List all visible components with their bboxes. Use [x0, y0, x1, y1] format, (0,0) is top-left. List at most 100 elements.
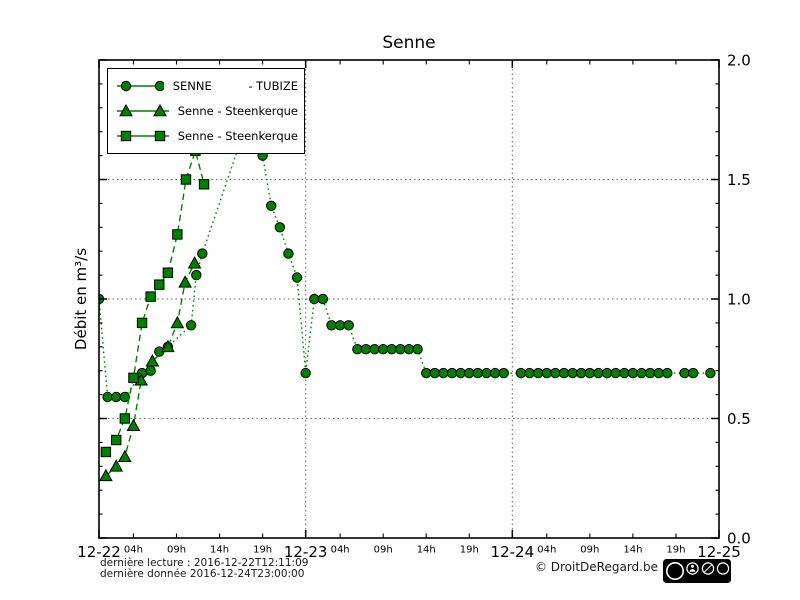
cc-license-badge: cc BY $ NC ↻ SA [663, 559, 731, 583]
svg-text:cc: cc [670, 567, 681, 577]
data-point-marker [403, 343, 415, 355]
x-hour-tick-label: 19h [666, 545, 685, 556]
data-point-marker [119, 391, 131, 403]
svg-text:BY: BY [689, 577, 696, 583]
footer-last-reading: dernière lecture : 2016-12-22T12:11:09 [100, 557, 309, 569]
data-point-marker [120, 131, 132, 142]
svg-text:NC: NC [704, 577, 712, 583]
y-tick-label: 2.0 [727, 52, 751, 70]
data-point-marker [191, 269, 202, 281]
x-day-tick-label: 12-24 [491, 543, 535, 561]
data-point-marker [627, 367, 639, 379]
data-point-marker [111, 434, 122, 446]
data-point-marker [117, 449, 132, 463]
data-point-marker [455, 367, 466, 379]
data-point-marker [145, 291, 156, 302]
data-point-marker [187, 256, 202, 269]
cc-sa-icon: ↻ SA [716, 562, 730, 583]
data-point-marker [145, 354, 160, 367]
data-point-marker [283, 248, 294, 259]
data-point-marker [197, 248, 208, 259]
cc-icon: cc [666, 562, 684, 580]
data-point-marker [120, 80, 132, 91]
data-point-marker [601, 367, 613, 379]
data-point-marker [309, 293, 320, 305]
svg-text:SA: SA [720, 577, 727, 583]
data-point-marker [161, 339, 175, 353]
x-hour-tick-label: 09h [374, 545, 393, 556]
data-point-marker [162, 267, 174, 278]
data-point-marker [99, 468, 113, 482]
data-point-marker [178, 275, 192, 288]
legend-entry-label: Senne - Steenkerque [177, 129, 298, 144]
data-point-marker [653, 367, 664, 379]
data-point-marker [126, 418, 141, 431]
series-0-circle [99, 121, 716, 403]
data-point-marker [198, 179, 210, 190]
y-tick-label: 1.5 [727, 171, 751, 189]
data-point-marker [154, 279, 165, 290]
x-hour-tick-label: 09h [580, 545, 599, 556]
data-point-marker [619, 367, 630, 379]
data-point-marker [576, 367, 587, 379]
x-hour-tick-label: 19h [460, 545, 479, 556]
data-point-marker [360, 343, 372, 355]
data-point-marker [154, 80, 164, 91]
data-point-marker [170, 315, 185, 329]
legend-marker-triangle [117, 103, 169, 117]
data-point-marker [610, 367, 621, 379]
data-point-marker [395, 343, 406, 355]
legend-entry-label: Senne - Steenkerque [177, 103, 298, 118]
series-2-square [100, 145, 210, 458]
cc-by-icon: BY [686, 562, 699, 583]
data-point-marker [412, 343, 423, 355]
series-line [99, 125, 711, 398]
svg-text:↻: ↻ [719, 565, 726, 575]
data-point-marker [541, 367, 552, 379]
data-point-marker [145, 365, 156, 376]
data-point-marker [705, 367, 716, 379]
data-point-marker [343, 320, 354, 331]
cc-nc-icon: $ NC [701, 562, 715, 583]
y-tick-label: 0.0 [727, 530, 751, 548]
legend-entry-0: SENNE - TUBIZE [114, 79, 298, 93]
y-tick-label: 0.5 [727, 410, 751, 428]
data-point-marker [266, 200, 277, 211]
data-point-marker [274, 222, 286, 233]
legend-entry-label: SENNE - TUBIZE [172, 78, 298, 93]
y-tick-label: 1.0 [727, 291, 751, 309]
data-point-marker [352, 343, 363, 355]
data-point-marker [377, 343, 389, 355]
legend-entry-1: Senne - Steenkerque [114, 103, 298, 118]
data-point-marker [326, 320, 337, 331]
data-point-marker [172, 229, 183, 240]
data-point-marker [111, 391, 122, 403]
data-point-marker [489, 367, 501, 379]
data-point-marker [185, 320, 197, 331]
x-hour-tick-label: 04h [537, 545, 556, 556]
data-point-marker [679, 367, 690, 379]
x-day-tick-label: 12-22 [77, 543, 121, 561]
x-hour-tick-label: 19h [253, 545, 272, 556]
data-point-marker [532, 367, 544, 379]
y-axis-label: Débit en m³/s [72, 247, 90, 351]
data-point-marker [515, 367, 527, 379]
copyright: © DroitDeRegard.be [534, 560, 658, 574]
series-line [105, 262, 196, 477]
data-point-marker [153, 103, 167, 117]
data-point-marker [128, 372, 139, 384]
tick-labels: 0.0 0.5 1.0 1.5 2.0 12-22 12-23 12-24 12-25 04h 09… [77, 52, 751, 562]
data-point-marker [644, 367, 656, 379]
x-hour-tick-label: 14h [417, 545, 436, 556]
data-point-marker [636, 367, 647, 379]
data-point-marker [567, 367, 578, 379]
data-point-marker [472, 367, 484, 379]
data-point-marker [558, 367, 570, 379]
data-point-marker [550, 367, 561, 379]
data-point-marker [317, 293, 329, 305]
data-point-marker [291, 272, 303, 283]
data-point-marker [524, 367, 535, 379]
legend-marker-circle [117, 80, 164, 91]
data-point-marker [334, 320, 346, 331]
